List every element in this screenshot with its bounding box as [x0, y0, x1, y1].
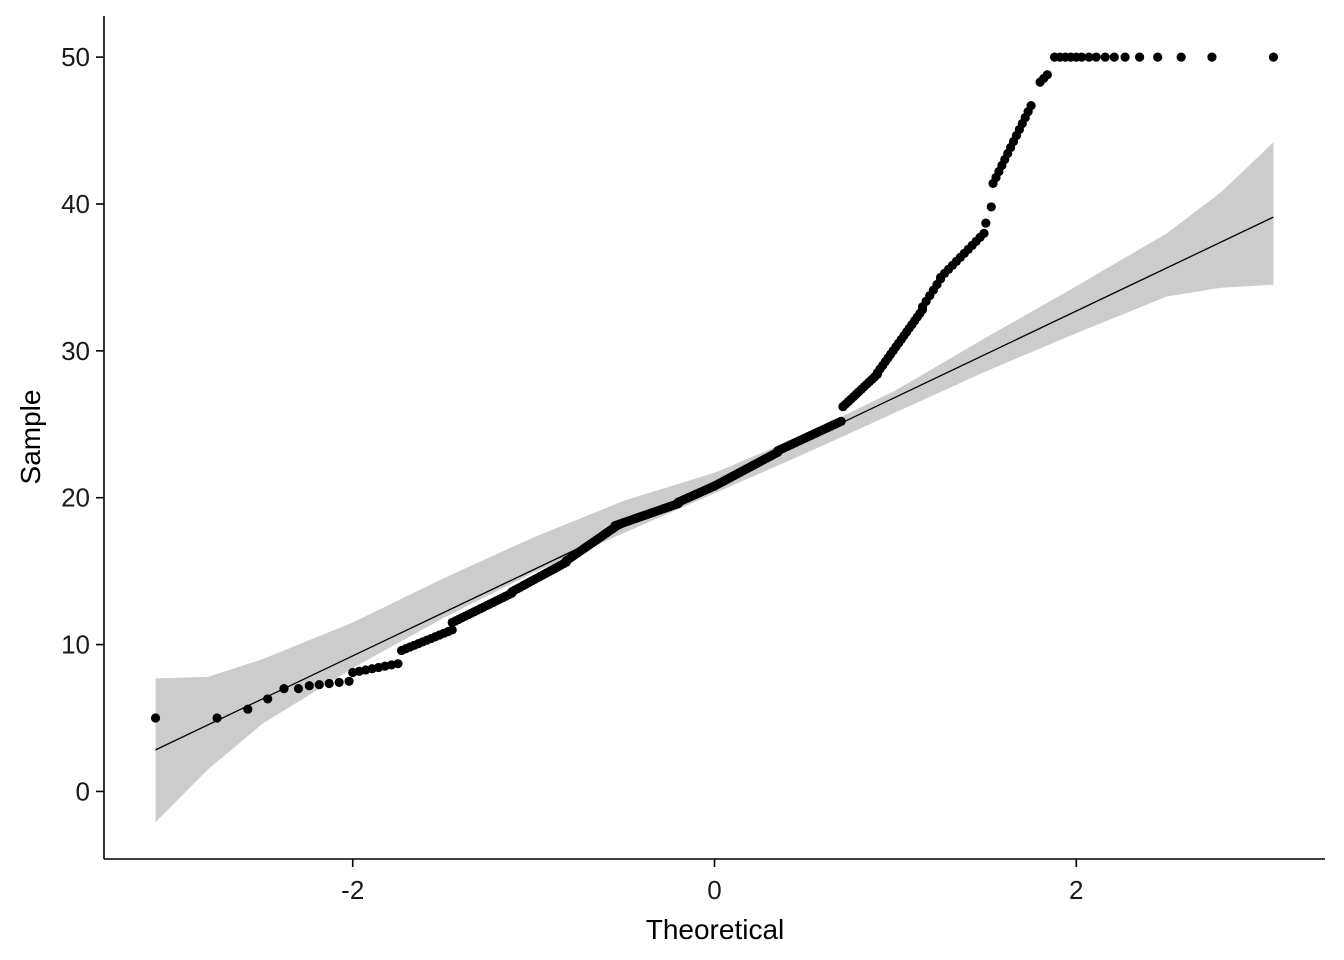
data-point: [1153, 52, 1163, 62]
data-point: [150, 713, 161, 723]
data-point: [279, 684, 289, 694]
data-point: [1042, 70, 1052, 80]
axes: 0 10 20 30 40 50 -2 0 2: [61, 16, 1325, 905]
data-point: [263, 694, 273, 704]
data-point: [1120, 52, 1130, 62]
y-tick-label: 50: [61, 42, 90, 72]
data-point: [324, 678, 334, 689]
y-tick-label: 30: [61, 336, 90, 366]
data-point: [979, 228, 989, 238]
data-point: [243, 704, 253, 714]
data-point: [334, 677, 344, 688]
data-point: [836, 416, 846, 426]
data-point: [1077, 52, 1087, 62]
data-point: [1026, 100, 1036, 111]
data-point: [293, 684, 304, 694]
y-tick-label: 0: [76, 776, 90, 806]
data-point: [393, 659, 403, 669]
x-tick-label: -2: [341, 875, 364, 905]
data-point: [1134, 52, 1145, 62]
data-point: [212, 713, 222, 723]
data-point: [447, 625, 457, 635]
data-point: [304, 681, 314, 691]
data-point: [1207, 52, 1217, 62]
y-axis-title: Sample: [15, 390, 46, 485]
x-tick-label: 2: [1069, 875, 1083, 905]
data-point: [1109, 52, 1119, 62]
data-point: [344, 676, 354, 686]
y-tick-label: 20: [61, 483, 90, 513]
data-point: [1176, 52, 1186, 62]
y-tick-label: 40: [61, 189, 90, 219]
plot-area: [150, 52, 1279, 823]
x-axis-title: Theoretical: [646, 914, 785, 945]
y-tick-label: 10: [61, 630, 90, 660]
x-tick-label: 0: [707, 875, 721, 905]
data-point: [314, 680, 324, 690]
data-point: [1268, 52, 1279, 62]
data-point: [1084, 52, 1094, 62]
data-point: [986, 202, 996, 212]
data-point: [981, 218, 991, 228]
data-point: [1091, 52, 1101, 62]
data-point: [1100, 52, 1110, 62]
